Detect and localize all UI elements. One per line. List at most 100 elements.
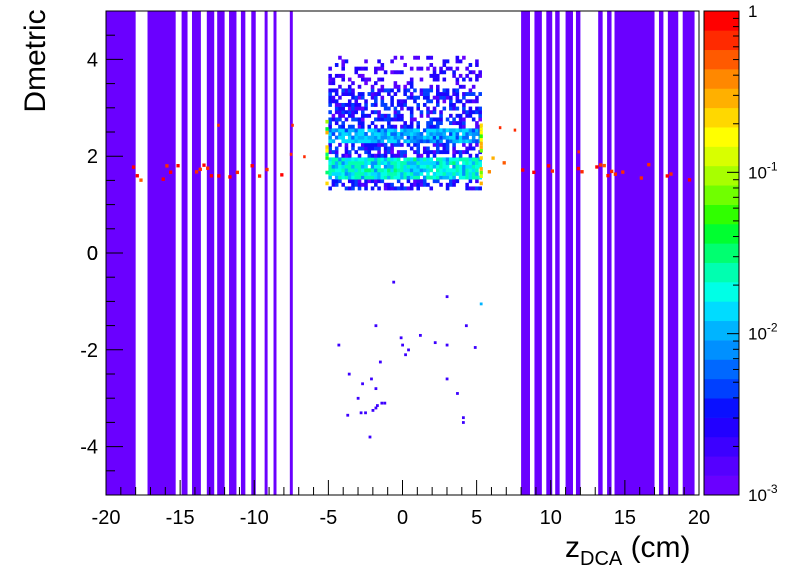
heatmap-cell — [396, 102, 401, 107]
heatmap-cell — [374, 95, 378, 100]
heatmap-cell — [462, 95, 466, 100]
heatmap-cell — [429, 124, 434, 129]
heatmap-cell — [422, 146, 427, 151]
heatmap-cell — [380, 132, 385, 136]
heatmap-cell — [393, 186, 398, 191]
heatmap-cell — [370, 110, 375, 115]
heatmap-cell — [331, 117, 336, 122]
heatmap-cell — [374, 153, 378, 158]
heatmap-cell — [426, 150, 430, 155]
heatmap-cell — [455, 139, 460, 144]
heatmap-cell — [131, 165, 136, 169]
heatmap-cell — [468, 110, 473, 115]
background-band — [546, 11, 553, 495]
heatmap-cell — [377, 175, 381, 180]
x-tick-label: -20 — [92, 507, 121, 529]
heatmap-cell — [387, 121, 391, 126]
heatmap-cell — [475, 106, 479, 111]
heatmap-cell — [383, 117, 388, 122]
heatmap-cell — [422, 161, 427, 165]
heatmap-cell — [487, 170, 492, 174]
heatmap-cell — [341, 124, 345, 129]
heatmap-cell — [328, 186, 332, 191]
heatmap-cell — [351, 106, 355, 111]
heatmap-cell — [471, 164, 476, 169]
heatmap-cell — [338, 179, 342, 184]
scatter-point — [445, 377, 449, 381]
scatter-point — [380, 401, 384, 405]
heatmap-cell — [393, 164, 398, 169]
x-tick-label: -15 — [166, 507, 195, 529]
heatmap-cell — [370, 168, 375, 173]
heatmap-cell — [409, 92, 414, 96]
colorbar-swatch — [704, 69, 739, 89]
heatmap-cell — [479, 156, 483, 160]
heatmap-cell — [331, 113, 336, 118]
heatmap-cell — [452, 88, 456, 93]
heatmap-cell — [374, 161, 378, 165]
heatmap-cell — [400, 99, 404, 104]
heatmap-cell — [354, 168, 359, 173]
heatmap-cell — [521, 168, 525, 172]
heatmap-cell — [344, 171, 349, 176]
heatmap-cell — [422, 139, 427, 144]
heatmap-cell — [354, 164, 359, 169]
heatmap-cell — [341, 161, 345, 165]
heatmap-cell — [357, 106, 362, 111]
heatmap-cell — [475, 157, 479, 162]
heatmap-cell — [396, 157, 401, 162]
heatmap-cell — [445, 66, 450, 71]
heatmap-cell — [377, 171, 381, 176]
heatmap-cell — [426, 121, 430, 126]
heatmap-cell — [370, 88, 375, 93]
heatmap-cell — [416, 102, 420, 107]
heatmap-cell — [347, 113, 352, 118]
heatmap-cell — [449, 102, 453, 107]
heatmap-cell — [465, 182, 469, 187]
heatmap-cell — [613, 172, 618, 176]
heatmap-cell — [374, 182, 378, 187]
heatmap-cell — [426, 110, 430, 115]
heatmap-cell — [462, 128, 466, 133]
heatmap-cell — [396, 171, 401, 176]
heatmap-cell — [409, 106, 414, 111]
heatmap-cell — [452, 171, 456, 176]
heatmap-cell — [377, 135, 381, 140]
heatmap-cell — [442, 132, 447, 136]
heatmap-cell — [429, 63, 434, 67]
heatmap-cell — [341, 121, 345, 126]
heatmap-cell — [403, 157, 407, 162]
heatmap-cell — [478, 164, 482, 169]
heatmap-cell — [403, 63, 407, 67]
heatmap-cell — [436, 146, 440, 151]
heatmap-cell — [387, 124, 391, 129]
heatmap-cell — [341, 73, 345, 78]
heatmap-cell — [442, 88, 447, 93]
heatmap-cell — [465, 128, 469, 133]
heatmap-cell — [429, 128, 434, 133]
heatmap-cell — [416, 132, 420, 136]
heatmap-cell — [377, 153, 381, 158]
heatmap-cell — [445, 157, 450, 162]
heatmap-cell — [455, 95, 460, 100]
heatmap-cell — [387, 186, 391, 191]
heatmap-cell — [471, 171, 476, 176]
heatmap-cell — [432, 175, 437, 180]
heatmap-cell — [341, 164, 345, 169]
heatmap-cell — [429, 186, 434, 191]
heatmap-cell — [413, 168, 417, 173]
heatmap-cell — [432, 179, 437, 184]
heatmap-cell — [357, 175, 362, 180]
heatmap-cell — [471, 146, 476, 151]
heatmap-cell — [429, 110, 434, 115]
heatmap-cell — [360, 95, 365, 100]
heatmap-cell — [471, 110, 476, 115]
heatmap-cell — [416, 142, 420, 147]
heatmap-cell — [380, 161, 385, 165]
heatmap-cell — [416, 168, 420, 173]
heatmap-cell — [475, 99, 479, 104]
heatmap-cell — [458, 128, 463, 133]
heatmap-cell — [360, 66, 365, 71]
heatmap-cell — [377, 59, 381, 64]
heatmap-cell — [406, 95, 411, 100]
